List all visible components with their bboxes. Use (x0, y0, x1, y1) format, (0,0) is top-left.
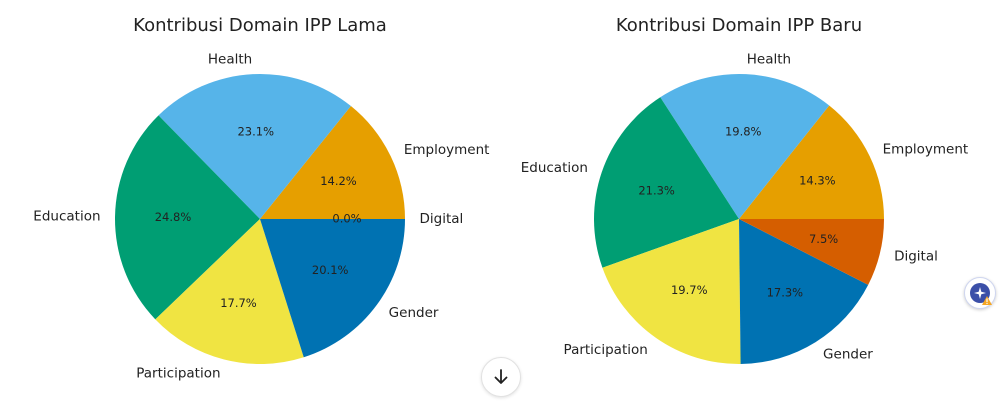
pie-chart-ipp-baru: Kontribusi Domain IPP Baru 14.3% Employme… (521, 15, 968, 364)
scroll-down-button[interactable] (481, 357, 521, 397)
pct-label-gender: 17.3% (767, 285, 804, 299)
pct-label-participation: 19.7% (671, 283, 708, 297)
pct-label-participation: 17.7% (220, 296, 257, 310)
pct-label-employment: 14.2% (320, 174, 357, 188)
slice-label-digital: Digital (420, 211, 464, 227)
slice-label-health: Health (208, 52, 252, 68)
pie-slice-health (158, 74, 351, 220)
chart-title-ipp-baru: Kontribusi Domain IPP Baru (616, 15, 862, 36)
pie-slice-digital (739, 219, 884, 285)
pct-label-education: 21.3% (638, 184, 675, 198)
slice-label-gender: Gender (823, 347, 873, 363)
pie-slice-gender (739, 219, 869, 364)
pie-chart-ipp-lama: Kontribusi Domain IPP Lama 14.2% Employme… (33, 15, 489, 382)
slice-label-health: Health (747, 52, 791, 68)
slice-label-digital: Digital (894, 248, 938, 264)
slice-label-participation: Participation (564, 342, 648, 358)
pie-slice-participation (155, 219, 304, 365)
slice-label-employment: Employment (883, 142, 969, 158)
pct-label-digital: 7.5% (809, 232, 838, 246)
pie-slice-health (660, 73, 830, 219)
pie-slice-employment (260, 106, 405, 219)
slice-label-education: Education (33, 208, 100, 224)
pie-slice-education (594, 97, 739, 268)
pct-label-digital: 0.0% (332, 212, 361, 226)
pct-label-employment: 14.3% (799, 174, 836, 188)
slice-label-participation: Participation (136, 366, 220, 382)
pie-slice-gender (260, 219, 405, 358)
pct-label-gender: 20.1% (312, 263, 349, 277)
chart-title-ipp-lama: Kontribusi Domain IPP Lama (133, 15, 387, 36)
pie-slice-participation (602, 219, 741, 364)
slice-label-employment: Employment (404, 142, 490, 158)
pct-label-health: 19.8% (725, 125, 762, 139)
assistant-button[interactable] (964, 277, 996, 309)
pct-label-health: 23.1% (237, 125, 274, 139)
sparkle-warning-icon (970, 283, 992, 305)
arrow-down-icon (494, 369, 508, 384)
pct-label-education: 24.8% (155, 210, 192, 224)
slice-label-education: Education (521, 160, 588, 176)
slice-label-gender: Gender (389, 305, 439, 321)
pie-slice-education (114, 115, 261, 320)
pie-slice-employment (739, 105, 884, 219)
